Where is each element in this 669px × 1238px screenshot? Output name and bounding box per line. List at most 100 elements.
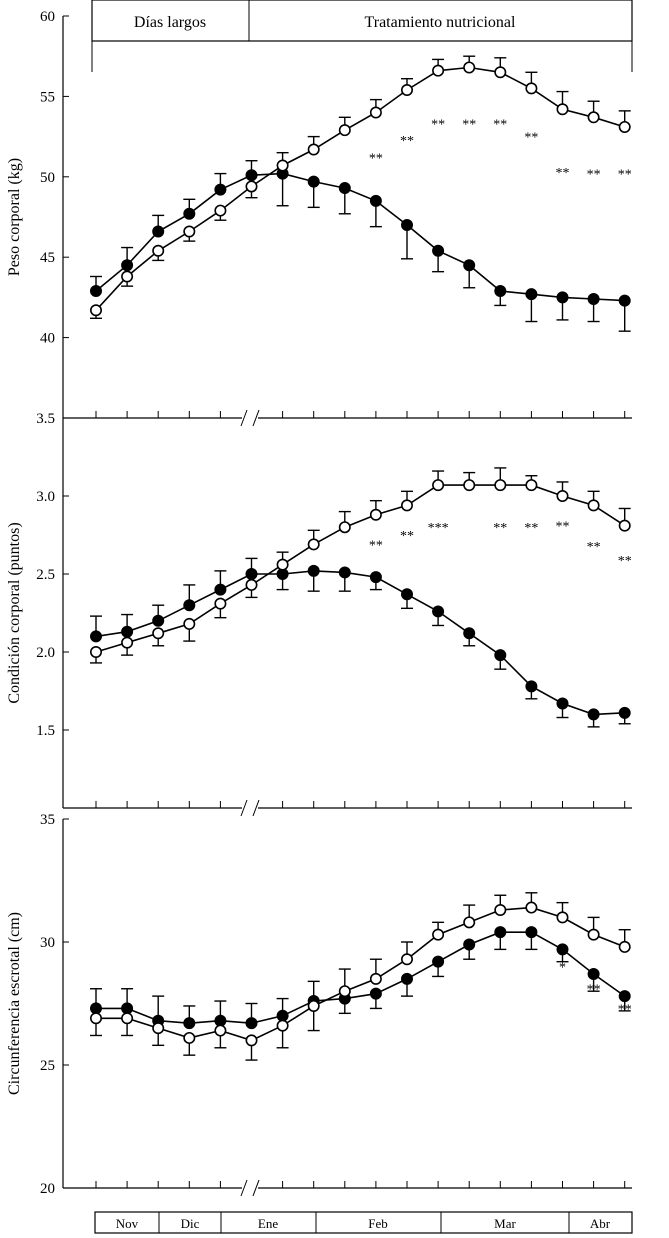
data-point <box>307 143 320 156</box>
significance-mark: ** <box>556 520 570 535</box>
data-point <box>618 120 631 133</box>
significance-mark: ** <box>462 118 476 133</box>
data-point <box>245 567 258 580</box>
data-point <box>525 82 538 95</box>
data-point <box>214 204 227 217</box>
data-point <box>214 597 227 610</box>
data-point <box>525 901 538 914</box>
data-point <box>556 943 569 956</box>
y-axis-title: Condición corporal (puntos) <box>6 522 23 703</box>
data-point <box>338 985 351 998</box>
data-point <box>463 627 476 640</box>
data-point <box>121 1002 134 1015</box>
data-point <box>183 599 196 612</box>
data-point <box>183 1017 196 1030</box>
y-axis-title: Circunferencia escrotal (cm) <box>6 912 23 1095</box>
data-point <box>152 614 165 627</box>
data-point <box>276 558 289 571</box>
data-point <box>556 103 569 116</box>
data-point <box>587 293 600 306</box>
month-label: Dic <box>181 1216 200 1231</box>
data-point <box>463 916 476 929</box>
significance-mark: ** <box>556 166 570 181</box>
data-point <box>90 1012 103 1025</box>
data-point <box>463 938 476 951</box>
data-point <box>400 953 413 966</box>
data-point <box>494 649 507 662</box>
data-point <box>525 288 538 301</box>
data-point <box>432 479 445 492</box>
axis-break-mark <box>252 409 260 427</box>
data-point <box>369 571 382 584</box>
data-point <box>369 972 382 985</box>
significance-mark: ** <box>524 521 538 536</box>
data-point <box>276 1009 289 1022</box>
axis-break-mark <box>252 799 260 817</box>
data-point <box>494 66 507 79</box>
data-point <box>307 538 320 551</box>
data-point <box>525 479 538 492</box>
data-point <box>152 225 165 238</box>
significance-mark: * <box>559 961 566 976</box>
data-point <box>338 182 351 195</box>
y-tick-label: 2.5 <box>36 567 55 583</box>
data-point <box>307 564 320 577</box>
axis-break-mark <box>240 1179 248 1197</box>
data-point <box>90 1002 103 1015</box>
data-point <box>90 630 103 643</box>
data-point <box>587 708 600 721</box>
data-point <box>276 159 289 172</box>
data-point <box>183 225 196 238</box>
phase-label-nutrition: Tratamiento nutricional <box>365 14 516 31</box>
axis-break-mark <box>240 799 248 817</box>
significance-mark: ** <box>493 118 507 133</box>
data-point <box>618 940 631 953</box>
data-point <box>338 566 351 579</box>
data-point <box>494 479 507 492</box>
data-point <box>432 64 445 77</box>
significance-mark: ** <box>618 168 632 183</box>
significance-mark: ** <box>431 118 445 133</box>
phase-label-long-days: Días largos <box>134 14 206 31</box>
data-point <box>90 284 103 297</box>
significance-mark: ** <box>618 554 632 569</box>
data-point <box>214 583 227 596</box>
data-point <box>183 207 196 220</box>
month-label: Nov <box>116 1216 139 1231</box>
data-point <box>556 489 569 502</box>
data-point <box>400 83 413 96</box>
data-point <box>338 521 351 534</box>
data-point <box>245 180 258 193</box>
series-line <box>96 906 625 1042</box>
month-label: Mar <box>494 1216 516 1231</box>
y-tick-label: 30 <box>40 935 55 951</box>
significance-mark: ** <box>618 1002 632 1017</box>
data-point <box>587 499 600 512</box>
y-tick-label: 3.5 <box>36 411 55 427</box>
data-point <box>152 1022 165 1035</box>
data-point <box>121 636 134 649</box>
series-line <box>96 931 626 1025</box>
data-point <box>121 259 134 272</box>
data-point <box>587 967 600 980</box>
data-point <box>556 697 569 710</box>
data-point <box>432 605 445 618</box>
y-tick-label: 60 <box>40 9 55 25</box>
y-tick-label: 55 <box>40 89 55 105</box>
data-point <box>400 499 413 512</box>
month-label: Abr <box>590 1216 611 1231</box>
panel-1: 40 45 50 55 60 3.5 Peso corporal (kg) ** ** ** ** *… <box>6 9 632 427</box>
significance-mark: ** <box>524 131 538 146</box>
data-point <box>525 926 538 939</box>
y-tick-label: 1.5 <box>36 723 55 739</box>
axis-break-mark <box>252 1179 260 1197</box>
data-point <box>587 928 600 941</box>
series-open <box>90 892 631 1061</box>
data-point <box>494 926 507 939</box>
y-tick-label: 50 <box>40 170 55 186</box>
significance-mark: ** <box>587 983 601 998</box>
data-point <box>214 1014 227 1027</box>
data-point <box>432 955 445 968</box>
data-point <box>338 124 351 137</box>
